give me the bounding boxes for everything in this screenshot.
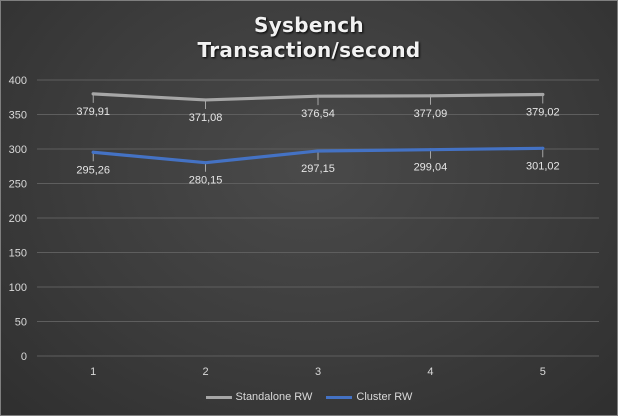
- legend: Standalone RW Cluster RW: [1, 391, 617, 403]
- legend-swatch-cluster: [326, 395, 353, 399]
- data-point-cluster-3: [316, 149, 320, 153]
- legend-item-standalone: Standalone RW: [205, 391, 313, 403]
- y-tick-label-150: 150: [9, 248, 27, 260]
- x-tick-label-3: 3: [315, 366, 321, 378]
- data-label-cluster-3: 297,15: [301, 163, 335, 175]
- chart-title-line-2: Transaction/second: [197, 38, 421, 62]
- data-point-standalone-4: [428, 94, 432, 98]
- plot-area: 0 50 100 150 200 250 300 350 400 1 2 3 4 5 379,91 371,0…: [9, 75, 599, 378]
- data-label-cluster-5: 301,02: [526, 160, 560, 172]
- data-label-cluster-4: 299,04: [414, 162, 448, 174]
- legend-label-cluster: Cluster RW: [356, 391, 413, 403]
- data-point-standalone-3: [316, 94, 320, 98]
- x-tick-label-4: 4: [427, 366, 433, 378]
- y-tick-label-400: 400: [9, 75, 27, 87]
- chart-title-line-1: Sysbench: [254, 13, 364, 37]
- y-tick-label-300: 300: [9, 144, 27, 156]
- data-point-standalone-2: [204, 98, 208, 102]
- data-label-standalone-5: 379,02: [526, 106, 560, 118]
- y-tick-label-200: 200: [9, 213, 27, 225]
- x-tick-label-1: 1: [90, 366, 96, 378]
- data-label-standalone-2: 371,08: [189, 112, 223, 124]
- x-tick-label-5: 5: [540, 366, 546, 378]
- y-tick-label-250: 250: [9, 179, 27, 191]
- y-tick-label-350: 350: [9, 110, 27, 122]
- data-point-cluster-1: [91, 150, 95, 154]
- y-tick-label-0: 0: [21, 351, 27, 363]
- data-point-standalone-1: [91, 92, 95, 96]
- data-label-standalone-4: 377,09: [414, 108, 448, 120]
- data-point-cluster-4: [428, 148, 432, 152]
- data-point-standalone-5: [541, 92, 545, 96]
- data-label-cluster-1: 295,26: [76, 164, 110, 176]
- legend-label-standalone: Standalone RW: [235, 391, 313, 403]
- y-tick-label-50: 50: [15, 317, 27, 329]
- data-label-cluster-2: 280,15: [189, 175, 223, 187]
- data-label-standalone-3: 376,54: [301, 108, 335, 120]
- x-tick-label-2: 2: [203, 366, 209, 378]
- data-point-cluster-5: [541, 146, 545, 150]
- legend-item-cluster: Cluster RW: [326, 391, 412, 403]
- y-tick-label-100: 100: [9, 282, 27, 294]
- data-point-cluster-2: [204, 161, 208, 165]
- data-label-standalone-1: 379,91: [76, 106, 110, 118]
- legend-swatch-standalone: [205, 395, 232, 399]
